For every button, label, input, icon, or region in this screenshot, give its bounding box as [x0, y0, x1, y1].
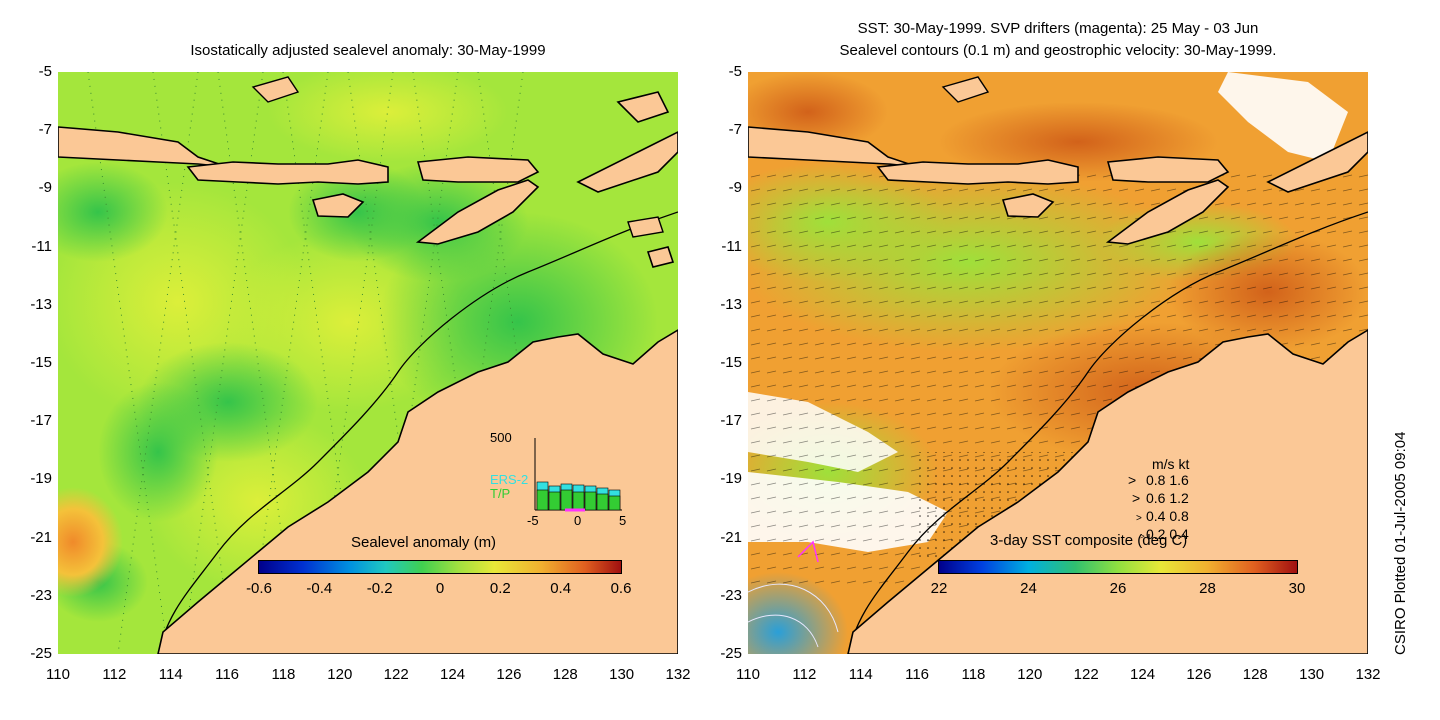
- left-colorbar-tick: 0.2: [489, 580, 511, 597]
- right-x-tick-label: 130: [1299, 666, 1325, 683]
- right-x-tick-label: 124: [1130, 666, 1156, 683]
- right-x-tick-label: 116: [905, 666, 930, 683]
- left-x-tick-label: 122: [383, 666, 409, 683]
- inset-bar-tp: [560, 489, 573, 511]
- velocity-legend-row-0: >0.8 1.6: [1128, 472, 1189, 488]
- arrow-icon: >: [1140, 532, 1145, 541]
- credit-label: CSIRO Plotted 01-Jul-2005 09:04: [1392, 431, 1409, 655]
- left-y-tick-label: -19: [30, 470, 52, 488]
- right-colorbar-tick: 30: [1288, 580, 1306, 597]
- left-y-tick-label: -17: [30, 412, 52, 430]
- left-colorbar-tick: 0.4: [550, 580, 572, 597]
- left-x-tick-label: 132: [665, 666, 691, 683]
- right-map-title-line2: Sealevel contours (0.1 m) and geostrophi…: [839, 42, 1277, 59]
- left-y-tick-label: -5: [38, 63, 52, 80]
- left-x-tick-label: 130: [609, 666, 635, 683]
- left-y-tick-label: -9: [38, 179, 52, 197]
- left-x-tick-label: 126: [496, 666, 522, 683]
- right-y-tick-label: -5: [728, 63, 742, 80]
- right-colorbar-tick: 24: [1020, 580, 1037, 597]
- velocity-legend-row-2: >0.4 0.8: [1136, 508, 1189, 524]
- right-colorbar-tick: 28: [1199, 580, 1216, 597]
- left-x-tick-label: 110: [46, 666, 70, 683]
- inset-bar-tp: [584, 491, 597, 511]
- arrow-icon: >: [1128, 472, 1137, 488]
- left-x-tick-label: 118: [271, 666, 296, 683]
- inset-bar-tp: [608, 495, 621, 511]
- right-x-tick-label: 120: [1017, 666, 1043, 683]
- right-y-tick-label: -13: [720, 295, 742, 313]
- right-x-tick-label: 114: [848, 666, 873, 683]
- inset-bar-tp: [548, 491, 561, 511]
- right-colorbar-tick: 26: [1109, 580, 1127, 597]
- right-colorbar-label: 3-day SST composite (deg C): [990, 532, 1188, 549]
- left-x-tick-label: 114: [158, 666, 183, 683]
- inset-xtick-neg5: -5: [527, 513, 539, 528]
- left-map-title: Isostatically adjusted sealevel anomaly:…: [190, 42, 546, 59]
- inset-bar-tp: [596, 493, 609, 511]
- right-x-tick-label: 126: [1186, 666, 1212, 683]
- inset-series-tp: T/P: [490, 486, 511, 501]
- right-y-tick-label: -21: [720, 528, 742, 546]
- inset-bar-tp: [572, 491, 585, 511]
- left-y-tick-label: -11: [31, 237, 52, 255]
- right-x-tick-label: 128: [1242, 666, 1268, 683]
- left-colorbar-tick: 0.6: [610, 580, 632, 597]
- left-colorbar-label: Sealevel anomaly (m): [351, 534, 497, 551]
- right-x-tick-label: 132: [1355, 666, 1381, 683]
- arrow-icon: >: [1132, 490, 1141, 506]
- left-colorbar: [258, 560, 622, 574]
- left-y-tick-label: -21: [30, 528, 52, 546]
- left-y-tick-label: -7: [38, 121, 52, 139]
- left-x-tick-label: 120: [327, 666, 353, 683]
- velocity-legend-row-3: >0.2 0.4: [1140, 526, 1189, 542]
- inset-bar-tp: [536, 489, 549, 511]
- right-x-tick-label: 110: [736, 666, 760, 683]
- arrow-icon: >: [1136, 513, 1142, 524]
- right-y-tick-label: -17: [720, 412, 742, 430]
- left-y-tick-label: -13: [30, 295, 52, 313]
- right-x-tick-label: 112: [792, 666, 817, 683]
- right-colorbar-tick: 22: [930, 580, 948, 597]
- left-colorbar-tick: -0.6: [246, 580, 272, 597]
- right-y-tick-label: -25: [720, 645, 742, 662]
- left-y-tick-label: -25: [30, 645, 52, 662]
- left-x-tick-label: 116: [215, 666, 240, 683]
- right-colorbar: [938, 560, 1298, 574]
- inset-xtick-0: 0: [574, 513, 582, 528]
- left-inset-histogram: 500 ERS-2 T/P -5 0 5: [490, 430, 630, 530]
- right-y-tick-label: -23: [720, 586, 742, 604]
- left-colorbar-tick: -0.4: [306, 580, 333, 597]
- inset-xtick-5: 5: [619, 513, 627, 528]
- right-y-tick-label: -7: [728, 121, 742, 139]
- left-y-tick-label: -23: [30, 586, 52, 604]
- left-colorbar-tick: 0: [435, 580, 445, 597]
- left-x-tick-label: 128: [552, 666, 578, 683]
- right-x-tick-label: 122: [1073, 666, 1099, 683]
- right-y-tick-label: -9: [728, 179, 742, 197]
- velocity-legend-header: m/s kt: [1152, 456, 1190, 472]
- right-map-title-line1: SST: 30-May-1999. SVP drifters (magenta)…: [857, 20, 1259, 37]
- right-y-tick-label: -19: [720, 470, 742, 488]
- left-colorbar-tick: -0.2: [366, 580, 393, 597]
- right-y-tick-label: -11: [721, 237, 742, 255]
- velocity-legend-row-1: >0.6 1.2: [1132, 490, 1189, 506]
- left-x-tick-label: 112: [102, 666, 127, 683]
- left-x-tick-label: 124: [440, 666, 466, 683]
- inset-ymax-label: 500: [490, 430, 512, 445]
- inset-series-ers2: ERS-2: [490, 472, 529, 487]
- right-x-tick-label: 118: [961, 666, 986, 683]
- left-y-tick-label: -15: [30, 354, 52, 371]
- inset-bars: [534, 438, 622, 512]
- right-y-tick-label: -15: [720, 354, 742, 371]
